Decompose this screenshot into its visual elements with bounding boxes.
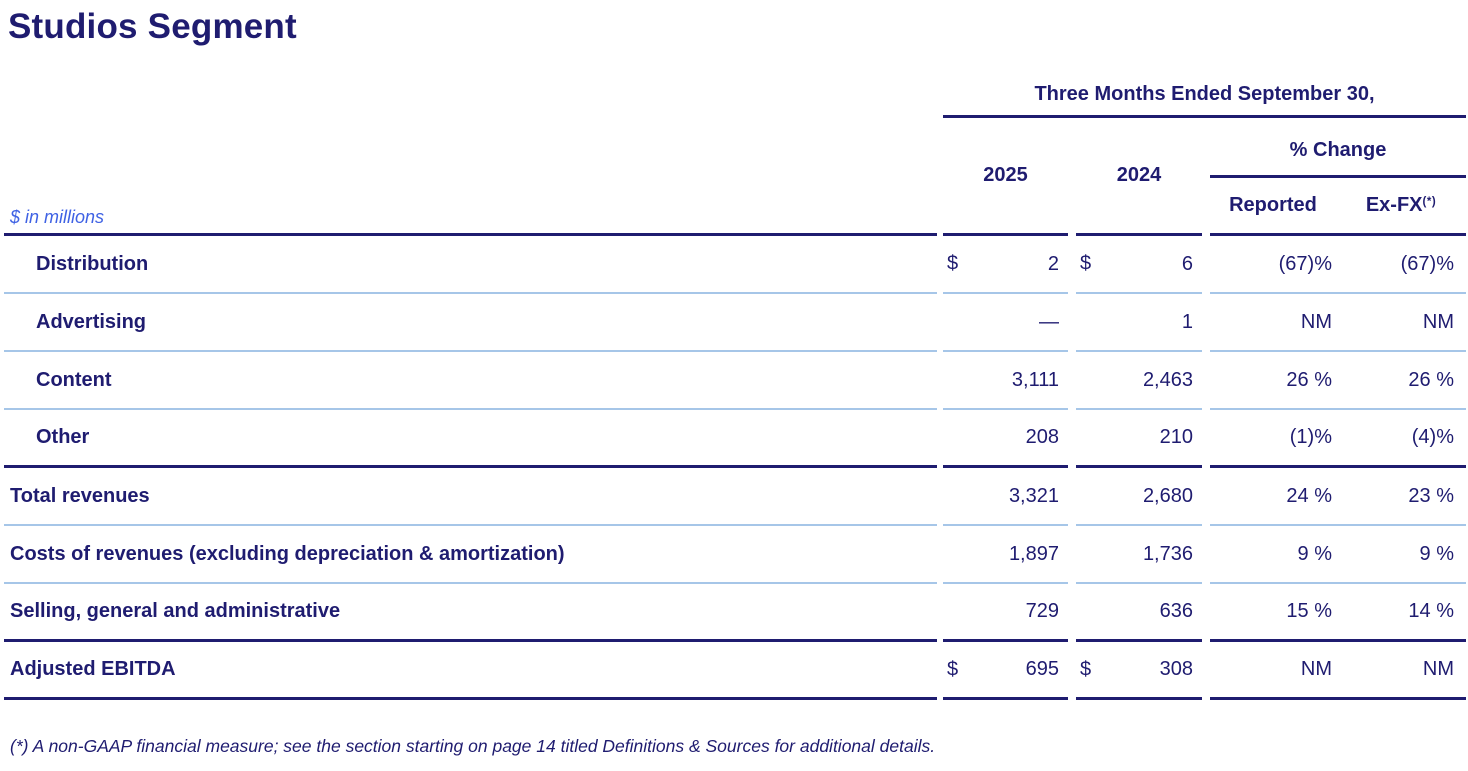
cell-exfx: 23 % <box>1408 484 1454 507</box>
currency-symbol: $ <box>947 252 959 275</box>
pct-change-group: % Change Reported Ex-FX(*) <box>1210 118 1466 236</box>
col-header-exfx: Ex-FX(*) <box>1336 194 1466 217</box>
row-label: Adjusted EBITDA <box>4 642 937 700</box>
table-row-sga: Selling, general and administrative 729 … <box>4 584 1466 642</box>
table-header-columns-row: $ in millions 2025 2024 % Change Reporte… <box>4 118 1466 236</box>
cell-exfx: (67)% <box>1400 252 1454 275</box>
footnote: (*) A non-GAAP financial measure; see th… <box>10 736 936 756</box>
period-header: Three Months Ended September 30, <box>943 52 1466 118</box>
units-label: $ in millions <box>10 207 105 227</box>
value-2025: 208 <box>1025 426 1059 448</box>
table-row-advertising: Advertising — 1 NM NM <box>4 294 1466 352</box>
cell-pct-change: 9 % 9 % <box>1210 526 1466 584</box>
cell-reported: (1)% <box>1289 426 1332 448</box>
cell-reported: 15 % <box>1286 600 1332 622</box>
table-row-costs-of-revenues: Costs of revenues (excluding depreciatio… <box>4 526 1466 584</box>
row-label: Total revenues <box>4 468 937 526</box>
exfx-footnote-marker: (*) <box>1422 196 1437 208</box>
table-header-period-row: Three Months Ended September 30, <box>4 52 1466 118</box>
cell-reported: 26 % <box>1286 368 1332 391</box>
value-2025: 729 <box>1025 600 1059 622</box>
cell-2025: 1,897 <box>943 526 1068 584</box>
pct-change-header: % Change <box>1210 118 1466 178</box>
row-label: Content <box>4 352 937 410</box>
row-label: Advertising <box>4 294 937 352</box>
value-2024: 2,463 <box>1142 368 1193 391</box>
row-label: Distribution <box>4 236 937 294</box>
cell-2024: $ 308 <box>1076 642 1202 700</box>
row-label: Other <box>4 410 937 468</box>
cell-2024: 210 <box>1076 410 1202 468</box>
cell-pct-change: 15 % 14 % <box>1210 584 1466 642</box>
cell-2024: 2,680 <box>1076 468 1202 526</box>
cell-2025: 3,111 <box>943 352 1068 410</box>
cell-exfx: NM <box>1422 658 1454 680</box>
page-title: Studios Segment <box>8 7 297 46</box>
value-2024: 1,736 <box>1142 542 1193 565</box>
col-header-2024: 2024 <box>1076 118 1202 236</box>
cell-exfx: NM <box>1422 310 1454 333</box>
cell-2025: 729 <box>943 584 1068 642</box>
value-2025: 2 <box>1047 252 1059 275</box>
currency-symbol: $ <box>1080 252 1092 275</box>
cell-2024: 1 <box>1076 294 1202 352</box>
value-2025: 1,897 <box>1008 542 1059 565</box>
value-2024: 636 <box>1159 600 1193 622</box>
cell-2024: 2,463 <box>1076 352 1202 410</box>
col-header-reported: Reported <box>1229 194 1317 216</box>
cell-exfx: (4)% <box>1411 426 1454 448</box>
value-2025: — <box>1039 310 1059 333</box>
cell-reported: NM <box>1300 658 1332 680</box>
cell-2024: $ 6 <box>1076 236 1202 294</box>
row-label: Selling, general and administrative <box>4 584 937 642</box>
table-row-total-revenues: Total revenues 3,321 2,680 24 % 23 % <box>4 468 1466 526</box>
header-label-spacer <box>4 52 937 118</box>
units-cell: $ in millions <box>4 118 937 236</box>
cell-exfx: 26 % <box>1408 368 1454 391</box>
cell-2024: 636 <box>1076 584 1202 642</box>
value-2024: 1 <box>1181 310 1193 333</box>
cell-reported: (67)% <box>1278 252 1332 275</box>
cell-pct-change: (67)% (67)% <box>1210 236 1466 294</box>
cell-reported: 24 % <box>1286 484 1332 507</box>
currency-symbol: $ <box>947 658 959 680</box>
table-row-content: Content 3,111 2,463 26 % 26 % <box>4 352 1466 410</box>
value-2025: 695 <box>1025 658 1059 680</box>
cell-pct-change: 24 % 23 % <box>1210 468 1466 526</box>
value-2025: 3,321 <box>1008 484 1059 507</box>
cell-reported: NM <box>1300 310 1332 333</box>
col-header-2025: 2025 <box>943 118 1068 236</box>
financial-table: Three Months Ended September 30, $ in mi… <box>4 52 1466 700</box>
cell-exfx: 9 % <box>1419 542 1454 565</box>
cell-2025: 3,321 <box>943 468 1068 526</box>
table-row-adjusted-ebitda: Adjusted EBITDA $ 695 $ 308 NM NM <box>4 642 1466 700</box>
value-2025: 3,111 <box>1011 368 1059 391</box>
cell-2025: $ 2 <box>943 236 1068 294</box>
exfx-label: Ex-FX <box>1365 194 1423 216</box>
pct-change-subheaders: Reported Ex-FX(*) <box>1210 178 1466 233</box>
cell-pct-change: NM NM <box>1210 642 1466 700</box>
currency-symbol: $ <box>1080 658 1092 680</box>
cell-pct-change: (1)% (4)% <box>1210 410 1466 468</box>
cell-pct-change: NM NM <box>1210 294 1466 352</box>
cell-2024: 1,736 <box>1076 526 1202 584</box>
cell-2025: — <box>943 294 1068 352</box>
table-row-other: Other 208 210 (1)% (4)% <box>4 410 1466 468</box>
value-2024: 2,680 <box>1142 484 1193 507</box>
row-label: Costs of revenues (excluding depreciatio… <box>4 526 937 584</box>
value-2024: 6 <box>1181 252 1193 275</box>
table-row-distribution: Distribution $ 2 $ 6 (67)% (67)% <box>4 236 1466 294</box>
cell-2025: $ 695 <box>943 642 1068 700</box>
value-2024: 210 <box>1159 426 1193 448</box>
value-2024: 308 <box>1159 658 1193 680</box>
cell-exfx: 14 % <box>1408 600 1454 622</box>
cell-pct-change: 26 % 26 % <box>1210 352 1466 410</box>
cell-reported: 9 % <box>1297 542 1332 565</box>
cell-2025: 208 <box>943 410 1068 468</box>
